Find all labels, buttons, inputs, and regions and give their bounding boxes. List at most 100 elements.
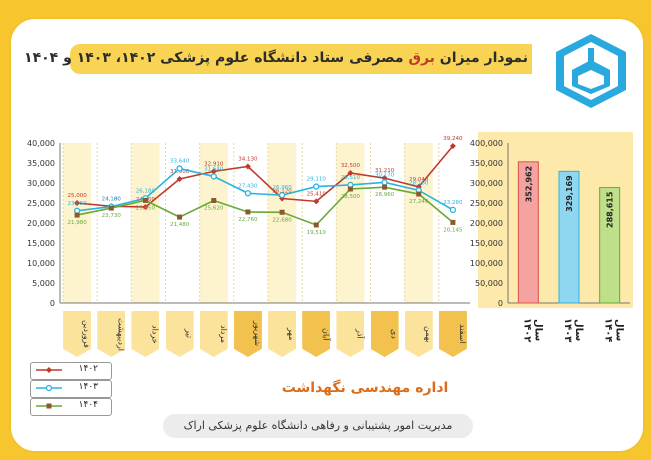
series-line-1: [76, 167, 454, 212]
data-label: 31,210: [375, 168, 395, 174]
data-point: [278, 192, 286, 199]
data-label: 39,240: [443, 136, 463, 142]
month-label: مرداد: [218, 324, 228, 344]
month-column: [233, 143, 262, 303]
legend-1403: [30, 380, 112, 398]
department-name: اداره مهندسی نگهداشت: [281, 380, 449, 396]
data-label: 26,120: [272, 189, 292, 195]
month-card: [131, 311, 160, 357]
data-point: [211, 198, 217, 204]
legend-label-1404: ۱۴۰۴: [78, 400, 98, 410]
data-label: 29,510: [341, 175, 361, 181]
legend-1402: [30, 362, 112, 380]
month-label: خرداد: [150, 324, 160, 344]
bar-y-tick-label: 150,000: [470, 239, 503, 248]
data-label: 23,280: [443, 200, 463, 206]
legend-1404: [30, 398, 112, 416]
footer-text: مدیریت امور پشتیبانی و رفاهی دانشگاه علو…: [163, 414, 473, 438]
university-logo-icon: [550, 30, 632, 112]
data-point: [244, 163, 251, 170]
y-tick-label: 25,000: [27, 199, 55, 208]
data-point: [279, 209, 285, 215]
data-point: [313, 198, 320, 205]
month-column: [404, 143, 433, 303]
data-point: [73, 207, 81, 214]
data-point: [382, 184, 388, 190]
month-card: [97, 311, 126, 357]
bar-y-tick-label: 50,000: [475, 279, 503, 288]
data-point: [74, 200, 81, 206]
data-point: [416, 191, 422, 197]
month-card: [63, 311, 92, 357]
month-label: تیر: [184, 329, 194, 339]
data-point: [176, 165, 183, 172]
data-point: [313, 183, 320, 190]
month-label: اسفند: [457, 324, 467, 344]
bar-category-label: سال ۱۴۰۲: [521, 317, 544, 343]
data-label: 31,640: [204, 166, 224, 172]
y-tick-label: 35,000: [27, 159, 55, 168]
month-card: [336, 311, 365, 357]
bar-y-tick-label: 100,000: [470, 259, 503, 268]
data-point: [381, 179, 388, 186]
data-label: 29,110: [307, 177, 327, 183]
bar: [558, 170, 580, 304]
month-card: [404, 311, 433, 357]
month-label: آذر: [355, 329, 365, 339]
series-line-2: [76, 186, 454, 226]
legend-label-1402: ۱۴۰۲: [78, 364, 98, 374]
data-label: 22,760: [238, 217, 258, 223]
bar-value-label: 329,169: [565, 175, 574, 212]
data-point: [108, 205, 114, 211]
legend-label-1403: ۱۴۰۳: [78, 382, 98, 392]
month-label: فروردین: [82, 320, 92, 348]
data-point: [210, 168, 217, 175]
y-tick-label: 0: [50, 299, 55, 308]
month-label: اردیبهشت: [116, 317, 126, 351]
data-label: 28,500: [341, 194, 361, 200]
data-point: [244, 190, 252, 197]
month-label: مهر: [287, 327, 297, 341]
month-card: [268, 311, 297, 357]
data-label: 28,960: [375, 192, 395, 198]
month-column: [63, 143, 92, 303]
title-bar: [70, 44, 532, 74]
data-point: [142, 197, 148, 203]
data-point: [142, 204, 149, 210]
data-label: 30,170: [375, 172, 395, 178]
data-label: 34,130: [238, 156, 258, 162]
chart-title: نمودار میزان برق مصرفی ستاد دانشگاه علوم…: [24, 50, 528, 66]
bar: [517, 161, 539, 304]
data-label: 23,730: [102, 213, 122, 219]
data-point: [450, 219, 456, 225]
bar-category-label: سال ۱۴۰۴: [602, 317, 625, 343]
data-label: 27,430: [238, 183, 258, 189]
month-label: شهریور: [252, 321, 262, 347]
bar-y-tick-label: 400,000: [470, 139, 503, 148]
data-label: 26,180: [136, 188, 156, 194]
data-label: 24,180: [102, 196, 122, 202]
bar-y-tick-label: 350,000: [470, 159, 503, 168]
bar-y-tick-label: 0: [498, 299, 503, 308]
y-tick-label: 10,000: [27, 259, 55, 268]
y-tick-label: 30,000: [27, 179, 55, 188]
data-label: 22,680: [272, 217, 292, 223]
month-column: [370, 143, 399, 303]
data-label: 20,145: [443, 227, 463, 233]
data-point: [313, 222, 319, 228]
data-point: [449, 143, 456, 150]
month-label: بهمن: [423, 325, 433, 343]
data-point: [245, 209, 251, 215]
month-card: [302, 311, 331, 357]
bar-value-label: 288,615: [606, 191, 615, 228]
bar-category-label: سال ۱۴۰۳: [562, 317, 584, 343]
bar: [599, 187, 621, 304]
data-label: 31,000: [170, 169, 190, 175]
month-column: [97, 143, 126, 303]
data-label: 25,650: [136, 205, 156, 211]
data-label: 21,980: [67, 220, 87, 226]
y-tick-label: 20,000: [27, 219, 55, 228]
month-column: [268, 143, 297, 303]
data-point: [347, 170, 354, 176]
